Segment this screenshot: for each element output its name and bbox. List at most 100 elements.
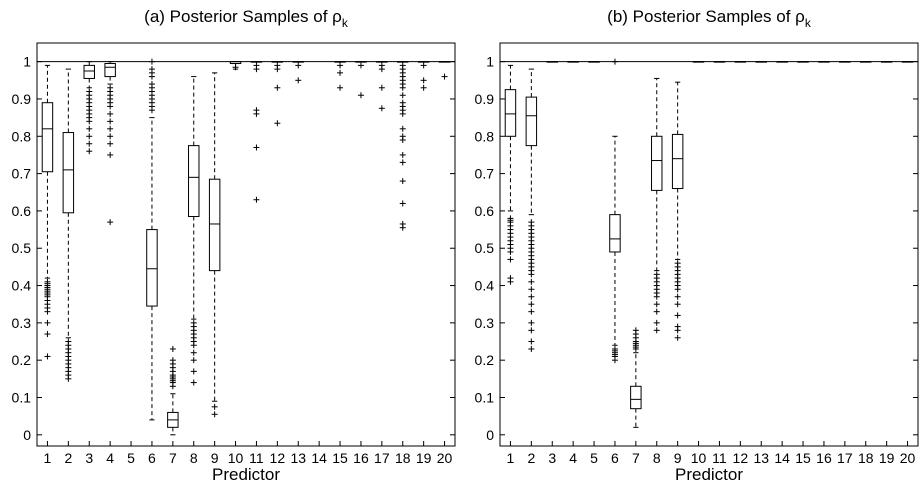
outlier-point (274, 120, 281, 127)
panel-a-ytick-label: 0.6 (12, 203, 32, 219)
outlier-point (44, 278, 51, 285)
outlier-point (653, 327, 660, 334)
iqr-box (504, 89, 517, 137)
outlier-point (528, 286, 535, 293)
panel-b-box-predictor-7 (630, 327, 642, 428)
outlier-point (674, 312, 681, 319)
outlier-point (107, 110, 114, 117)
panel-b-box-predictor-3 (546, 61, 558, 63)
iqr-box (41, 102, 54, 173)
panel-a-box-predictor-8 (188, 76, 200, 386)
outlier-point (528, 345, 535, 352)
panel-a-box-predictor-15 (334, 61, 346, 91)
outlier-point (399, 159, 406, 166)
panel-a-ytick-label: 0.9 (12, 91, 32, 107)
panel-a-xtick-label: 13 (290, 450, 306, 466)
panel-b-xtick-label: 9 (674, 450, 682, 466)
panel-b-ytick-label: 0.2 (475, 352, 495, 368)
panel-a-box-predictor-11 (250, 61, 263, 203)
outlier-point (148, 58, 155, 65)
panel-a-xtick-label: 11 (249, 450, 264, 466)
panel-a-title: (a) Posterior Samples of ρk (144, 7, 349, 30)
panel-b-xtick-label: 14 (774, 450, 790, 466)
panel-b-ytick-label: 0.5 (475, 240, 495, 256)
panel-a-xtick-label: 4 (106, 450, 114, 466)
panel-b-xtick-label: 3 (548, 450, 556, 466)
panel-a-xtick-label: 12 (270, 450, 286, 466)
outlier-point (107, 125, 114, 132)
panel-b-xtick-label: 6 (611, 450, 619, 466)
panel-a-ytick-label: 0.4 (12, 278, 32, 294)
panel-b-xtick-label: 13 (753, 450, 769, 466)
outlier-point (653, 319, 660, 326)
outlier-point (653, 271, 660, 278)
outlier-point (253, 107, 260, 114)
panel-a-title-subscript: k (342, 16, 349, 30)
outlier-point (107, 219, 114, 226)
panel-a-box-predictor-7 (167, 345, 179, 436)
panel-a-ytick-label: 0.5 (12, 240, 32, 256)
panel-a-xtick-label: 2 (64, 450, 72, 466)
outlier-point (674, 301, 681, 308)
outlier-point (507, 275, 514, 282)
panel-b-xtick-label: 15 (795, 450, 811, 466)
panel-b-box-predictor-11 (713, 61, 726, 63)
iqr-box (671, 133, 684, 190)
panel-b-xtick-label: 18 (858, 450, 874, 466)
outlier-point (337, 69, 344, 76)
iqr-box (62, 132, 75, 214)
panel-b-box-predictor-18 (860, 61, 872, 63)
panel-b-box-predictor-12 (734, 61, 747, 63)
outlier-point (378, 62, 385, 69)
outlier-point (674, 323, 681, 330)
panel-b-xtick-label: 16 (816, 450, 832, 466)
panel-b-box-predictor-17 (839, 61, 851, 63)
panel-b-xtick-label: 19 (879, 450, 895, 466)
outlier-point (337, 62, 344, 69)
outlier-point (295, 77, 302, 84)
outlier-point (632, 327, 639, 334)
panel-b-xtick-label: 4 (569, 450, 577, 466)
outlier-point (399, 62, 406, 69)
panel-a-box-predictor-1 (41, 64, 54, 360)
outlier-point (44, 319, 51, 326)
outlier-point (211, 403, 218, 410)
panel-b-box-predictor-14 (776, 61, 788, 63)
panel-b-box-predictor-4 (567, 61, 579, 63)
panel-a-xtick-label: 8 (190, 450, 198, 466)
panel-b-xtick-label: 17 (837, 450, 853, 466)
outlier-point (653, 301, 660, 308)
outlier-point (190, 349, 197, 356)
outlier-point (528, 308, 535, 315)
panel-b-xtick-label: 7 (632, 450, 640, 466)
panel-a-ytick-label: 1 (23, 54, 31, 70)
outlier-point (86, 88, 93, 95)
panel-b-ytick-label: 0.9 (475, 91, 495, 107)
panel-a-box-predictor-19 (417, 61, 430, 91)
panel-a-xtick-label: 1 (44, 450, 52, 466)
outlier-point (148, 81, 155, 88)
panel-b-title-subscript: k (805, 16, 812, 30)
outlier-point (190, 379, 197, 386)
panel-a-xtick-label: 10 (228, 450, 244, 466)
outlier-point (399, 178, 406, 185)
outlier-point (420, 62, 427, 69)
outlier-point (399, 133, 406, 140)
outlier-point (86, 140, 93, 147)
panel-b-title-text: (b) Posterior Samples of ρ (607, 7, 805, 26)
outlier-point (107, 84, 114, 91)
outlier-point (190, 319, 197, 326)
panel-a-xtick-label: 20 (437, 450, 453, 466)
panel-a-ytick-label: 0.3 (12, 315, 32, 331)
outlier-point (65, 338, 72, 345)
outlier-point (528, 319, 535, 326)
panel-a: (a) Posterior Samples of ρk 0 0.1 0.2 0.3 0.4… (12, 7, 456, 484)
panel-a-xtick-label: 19 (416, 450, 432, 466)
iqr-box (609, 214, 621, 253)
outlier-point (653, 308, 660, 315)
panel-b-box-predictor-6 (609, 58, 621, 364)
panel-b-box-predictor-13 (755, 61, 767, 63)
panel-a-box-predictor-16 (355, 61, 367, 99)
iqr-box (146, 229, 158, 307)
outlier-point (169, 357, 176, 364)
